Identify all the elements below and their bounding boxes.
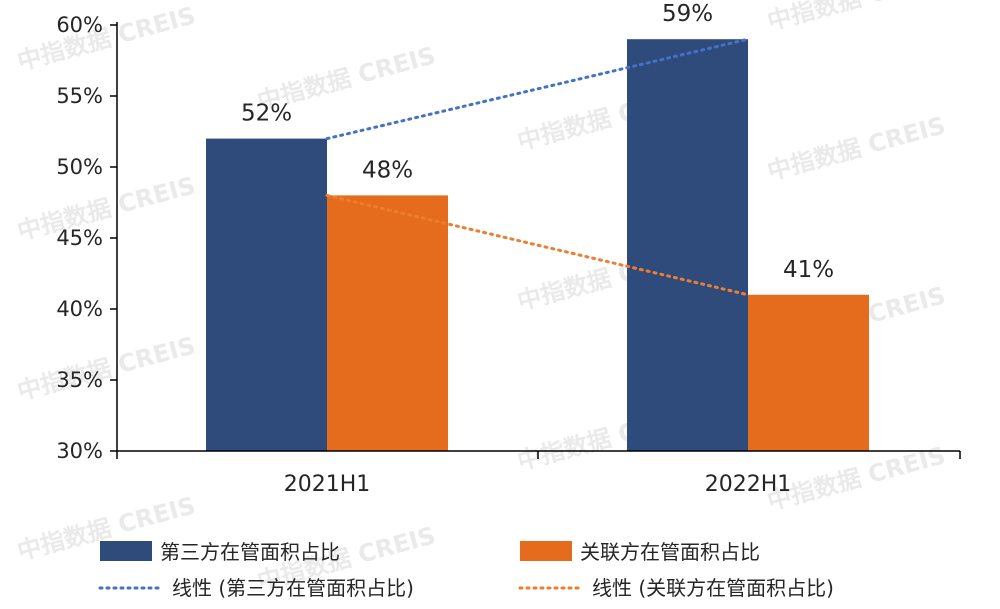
legend-item-trend-third-party: 线性 (第三方在管面积占比) [98,576,414,600]
watermark-text: 中指数据 CREIS [764,111,948,185]
bar-related-party-2021H1 [327,195,448,451]
data-label: 52% [241,101,292,127]
x-category-label: 2021H1 [284,472,371,497]
y-tick-label: 45% [56,226,103,250]
x-category-label: 2022H1 [705,472,792,497]
legend-swatch [520,541,572,561]
watermark-text: 中指数据 CREIS [14,171,198,245]
bar-related-party-2022H1 [748,294,869,451]
legend-label: 线性 (第三方在管面积占比) [172,576,414,600]
legend-label: 第三方在管面积占比 [160,540,340,564]
legend-item-trend-related-party: 线性 (关联方在管面积占比) [518,576,834,600]
data-label: 41% [783,257,834,283]
watermark-text: 中指数据 CREIS [764,441,948,515]
axes-layer [110,22,961,459]
y-tick-label: 30% [56,439,103,463]
legend-item-related-party: 关联方在管面积占比 [520,540,760,564]
y-tick-labels: 30% 35% 40% 45% 50% 55% 60% [56,13,103,463]
watermark-text: 中指数据 CREIS [14,1,198,75]
y-tick-label: 50% [56,155,103,179]
y-tick-label: 60% [56,13,103,37]
bars-layer [206,39,869,451]
y-tick-label: 35% [56,368,103,392]
data-label: 59% [662,1,713,27]
legend-item-third-party: 第三方在管面积占比 [100,540,340,564]
x-category-labels: 2021H1 2022H1 [284,472,792,497]
bar-third-party-2021H1 [206,138,327,451]
y-tick-label: 55% [56,84,103,108]
trendline-related-party [325,193,750,297]
bar-third-party-2022H1 [627,39,748,451]
watermark-text: 中指数据 CREIS [764,0,948,36]
legend-label: 关联方在管面积占比 [580,540,760,564]
data-label: 48% [362,157,413,183]
trendlines-layer [325,37,750,297]
data-labels: 52% 59% 48% 41% [241,1,834,283]
watermark-text: 中指数据 CREIS [14,331,198,405]
legend-label: 线性 (关联方在管面积占比) [592,576,834,600]
legend-swatch [100,541,152,561]
y-tick-label: 40% [56,297,103,321]
trendline-third-party [325,37,750,141]
